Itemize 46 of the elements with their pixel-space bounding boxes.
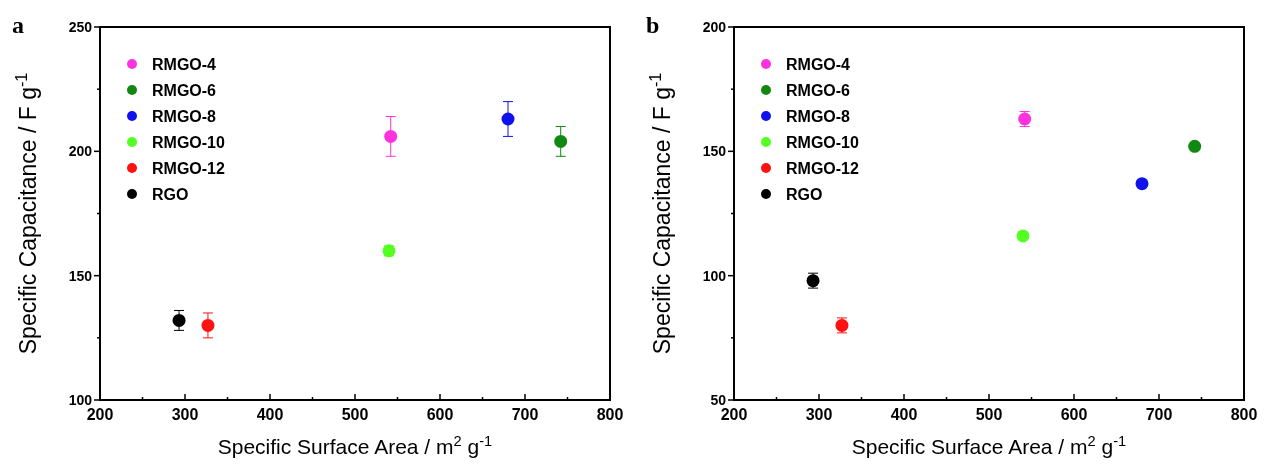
y-tick-label: 100 [68, 392, 93, 408]
point [554, 134, 568, 148]
legend-label: RMGO-8 [152, 108, 217, 125]
x-tick-label: 600 [1060, 406, 1088, 423]
chart-title: a [12, 12, 24, 38]
x-tick-label: 800 [1230, 406, 1258, 423]
y-tick-label: 250 [68, 19, 93, 35]
y-tick-label: 50 [710, 392, 727, 408]
x-axis-title: Specific Surface Area / m$^{2}$ g$^{-1}$ [217, 433, 493, 458]
y-tick-label: 200 [702, 19, 727, 35]
x-tick-label: 200 [720, 406, 748, 423]
chart-title: b [646, 12, 660, 38]
x-tick-label: 600 [426, 406, 454, 423]
x-tick-label: 800 [596, 406, 624, 423]
y-tick-label: 150 [68, 267, 93, 284]
legend-label: RMGO-4 [152, 56, 217, 73]
legend-label: RMGO-6 [786, 82, 851, 99]
legend-label: RGO [786, 186, 823, 203]
x-tick-label: 500 [341, 406, 369, 423]
y-tick-label: 100 [702, 267, 727, 284]
x-tick-label: 300 [805, 406, 833, 423]
point [1016, 229, 1030, 243]
legend-label: RMGO-6 [152, 82, 217, 99]
legend-label: RMGO-10 [786, 134, 859, 151]
legend-label: RMGO-10 [152, 134, 225, 151]
legend-label: RMGO-8 [786, 108, 851, 125]
point [172, 313, 186, 327]
x-tick-label: 400 [890, 406, 918, 423]
point [1188, 139, 1202, 153]
x-tick-label: 400 [256, 406, 284, 423]
x-tick-label: 500 [975, 406, 1003, 423]
legend-label: RMGO-4 [786, 56, 851, 73]
legend-label: RGO [152, 186, 189, 203]
legend-label: RMGO-12 [152, 160, 225, 177]
point [384, 129, 398, 143]
y-tick-label: 150 [702, 143, 727, 160]
point [201, 318, 215, 332]
x-axis-title: Specific Surface Area / m$^{2}$ g$^{-1}$ [851, 433, 1127, 458]
x-tick-label: 200 [86, 406, 114, 423]
y-tick-label: 200 [68, 143, 93, 160]
point [1135, 177, 1149, 191]
point [501, 112, 515, 126]
legend-label: RMGO-12 [786, 160, 859, 177]
x-tick-label: 700 [1145, 406, 1173, 423]
x-tick-label: 700 [511, 406, 539, 423]
x-tick-label: 300 [171, 406, 199, 423]
